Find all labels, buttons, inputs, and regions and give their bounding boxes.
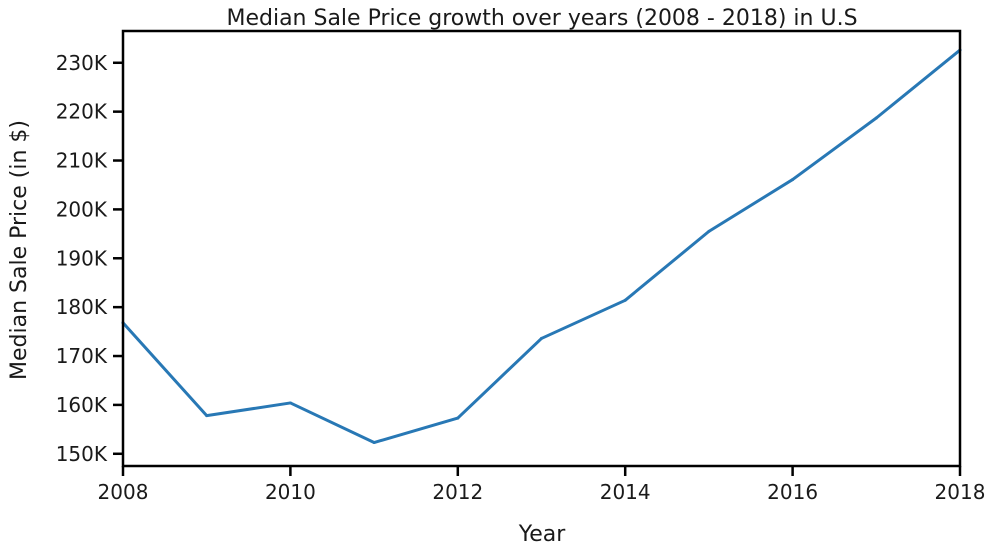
- x-tick-label: 2012: [432, 480, 483, 504]
- data-point: [623, 298, 627, 302]
- chart-title: Median Sale Price growth over years (200…: [226, 6, 857, 31]
- x-axis-ticks: 2008 2010 2012 2014 2016 2018: [98, 466, 986, 504]
- data-point: [791, 178, 795, 182]
- data-point: [874, 116, 878, 120]
- data-point: [288, 401, 292, 405]
- x-tick-label: 2018: [935, 480, 986, 504]
- x-tick-label: 2010: [265, 480, 316, 504]
- y-tick-label: 160K: [56, 393, 108, 417]
- x-tick-label: 2016: [767, 480, 818, 504]
- x-axis-label: Year: [518, 522, 567, 547]
- x-tick-label: 2014: [600, 480, 651, 504]
- x-tick-label: 2008: [98, 480, 149, 504]
- plot-frame: [121, 29, 962, 468]
- y-axis-ticks: 150K 160K 170K 180K 190K 200K 210K 220K 230K: [56, 51, 123, 466]
- y-axis-label: Median Sale Price (in $): [7, 120, 32, 380]
- data-point: [456, 416, 460, 420]
- data-point: [372, 441, 376, 445]
- data-point: [540, 336, 543, 340]
- y-tick-label: 210K: [56, 149, 108, 173]
- y-tick-label: 180K: [56, 295, 108, 319]
- data-point: [205, 414, 209, 418]
- y-tick-label: 200K: [56, 197, 108, 221]
- y-tick-label: 220K: [56, 100, 108, 124]
- y-tick-label: 230K: [56, 51, 108, 75]
- series-points: [121, 48, 962, 445]
- y-tick-label: 190K: [56, 246, 108, 270]
- y-tick-label: 150K: [56, 442, 108, 466]
- series-line: [121, 48, 962, 445]
- y-tick-label: 170K: [56, 344, 108, 368]
- data-point: [707, 229, 711, 233]
